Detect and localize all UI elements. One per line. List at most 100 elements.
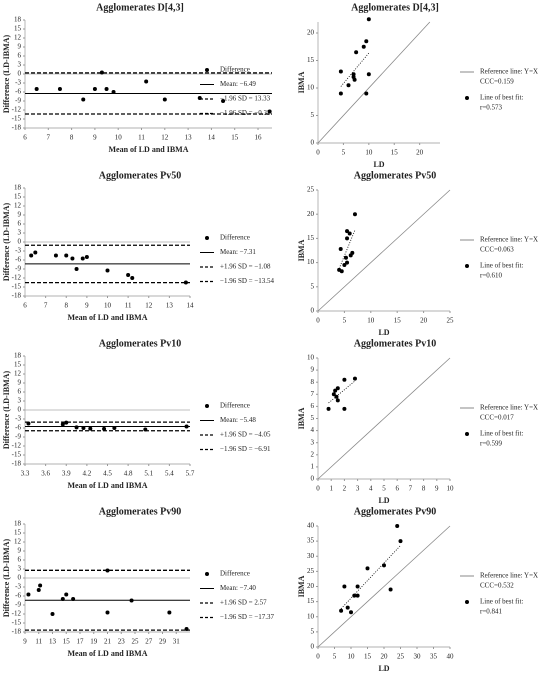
y-tick-label: 15 [14, 193, 22, 201]
point [339, 608, 344, 613]
y-tick-label: 0 [311, 643, 315, 651]
x-tick-label: 27 [145, 638, 153, 646]
legend-label: +1.96 SD = −1.08 [220, 263, 271, 271]
chart-title: Agglomerates Pv10 [99, 338, 181, 349]
x-tick-label: 11 [125, 302, 132, 310]
point [343, 255, 348, 260]
y-tick-label: 9 [18, 211, 22, 219]
x-tick-label: 0 [316, 653, 320, 661]
point [361, 44, 366, 49]
x-tick-label: 5 [333, 653, 337, 661]
reference-line [317, 21, 431, 144]
x-tick-label: 9 [23, 638, 27, 646]
x-tick-label: 8 [65, 302, 69, 310]
point [352, 77, 357, 82]
y-tick-label: 35 [307, 537, 315, 545]
y-tick-label: -6 [15, 592, 21, 600]
x-tick-label: 16 [255, 134, 263, 142]
y-tick-label: -6 [15, 424, 21, 432]
x-tick-label: 6 [23, 134, 27, 142]
x-tick-label: 10 [365, 149, 373, 157]
x-tick-label: 23 [118, 638, 126, 646]
x-axis-label: Mean of LD and IBMA [67, 649, 147, 658]
y-tick-label: 3 [311, 438, 315, 446]
legend-label: Mean: −7.31 [220, 248, 256, 256]
point [64, 253, 69, 258]
y-tick-label: -9 [15, 265, 21, 273]
y-tick-label: 10 [307, 612, 315, 620]
y-tick-label: 20 [307, 210, 315, 218]
x-tick-label: 6 [395, 485, 399, 493]
y-tick-label: 15 [14, 25, 22, 33]
y-tick-label: 5 [311, 627, 315, 635]
chart-title: Agglomerates Pv90 [99, 506, 181, 517]
x-tick-label: 9 [93, 134, 97, 142]
y-tick-label: 5 [311, 282, 315, 290]
point [338, 91, 343, 96]
legend-label: +1.96 SD = 2.57 [220, 599, 267, 607]
y-tick-label: 6 [18, 556, 22, 564]
chart: Agglomerates D[4,3] Mean of LD and IBMA Di… [2, 2, 272, 154]
y-axis-label: IBMA [297, 239, 306, 261]
legend-label: Difference [220, 570, 250, 578]
point [345, 260, 350, 265]
x-tick-label: 8 [70, 134, 74, 142]
y-tick-label: -18 [12, 124, 22, 132]
y-tick-label: 18 [14, 352, 22, 360]
point [221, 99, 226, 103]
legend-label: CCC=0.159 [480, 78, 514, 86]
chart-title: Agglomerates Pv10 [354, 338, 436, 349]
point [331, 392, 336, 397]
x-axis-label: Mean of LD and IBMA [67, 481, 147, 490]
legend-label: Mean: −7.40 [220, 584, 256, 592]
legend-label: −1.96 SD = 13.33 [220, 95, 271, 103]
x-tick-label: 17 [77, 638, 85, 646]
point [105, 568, 110, 573]
legend-label: CCC=0.017 [480, 414, 514, 422]
x-tick-label: 12 [145, 302, 153, 310]
y-tick-label: 0 [18, 238, 22, 246]
x-tick-label: 15 [231, 134, 239, 142]
x-tick-label: 5.7 [186, 470, 195, 478]
x-tick-label: 4.2 [83, 470, 92, 478]
y-tick-label: -3 [15, 415, 21, 423]
legend-label: CCC=0.063 [480, 246, 514, 254]
y-tick-label: 12 [14, 34, 22, 42]
legend-label: r=0.610 [480, 272, 503, 280]
x-tick-label: 35 [430, 653, 438, 661]
y-tick-label: 3 [18, 229, 22, 237]
point [388, 587, 393, 592]
x-tick-label: 9 [435, 485, 439, 493]
point [267, 109, 272, 114]
point [26, 421, 31, 426]
y-axis-label: IBMA [297, 71, 306, 93]
y-tick-label: 0 [311, 475, 315, 483]
x-tick-label: 0 [316, 317, 320, 325]
y-tick-label: -15 [12, 619, 22, 627]
legend-label: Line of best fit: [480, 430, 523, 438]
chart: Agglomerates Pv50 LD IBMA 0 5 10 15 20 25 0 5 10 15 2… [297, 170, 538, 337]
point [92, 87, 97, 91]
reference-line [317, 357, 451, 480]
x-tick-label: 4 [369, 485, 373, 493]
x-axis-label: LD [378, 328, 389, 337]
point [184, 424, 189, 429]
y-tick-label: -18 [12, 460, 22, 468]
x-tick-label: 7 [44, 302, 48, 310]
legend-marker [465, 600, 469, 604]
y-tick-label: 12 [14, 370, 22, 378]
x-tick-label: 10 [104, 302, 112, 310]
point [342, 406, 347, 411]
x-tick-label: 14 [208, 134, 216, 142]
x-tick-label: 1 [329, 485, 333, 493]
point [50, 612, 55, 616]
y-tick-label: -18 [12, 628, 22, 636]
point [350, 250, 355, 255]
legend-label: Reference line: Y=X [480, 572, 538, 580]
point [351, 72, 356, 77]
y-tick-label: 15 [14, 529, 22, 537]
legend-marker [205, 236, 209, 240]
y-tick-label: -9 [15, 97, 21, 105]
trend-line [338, 230, 356, 269]
point [70, 256, 75, 261]
